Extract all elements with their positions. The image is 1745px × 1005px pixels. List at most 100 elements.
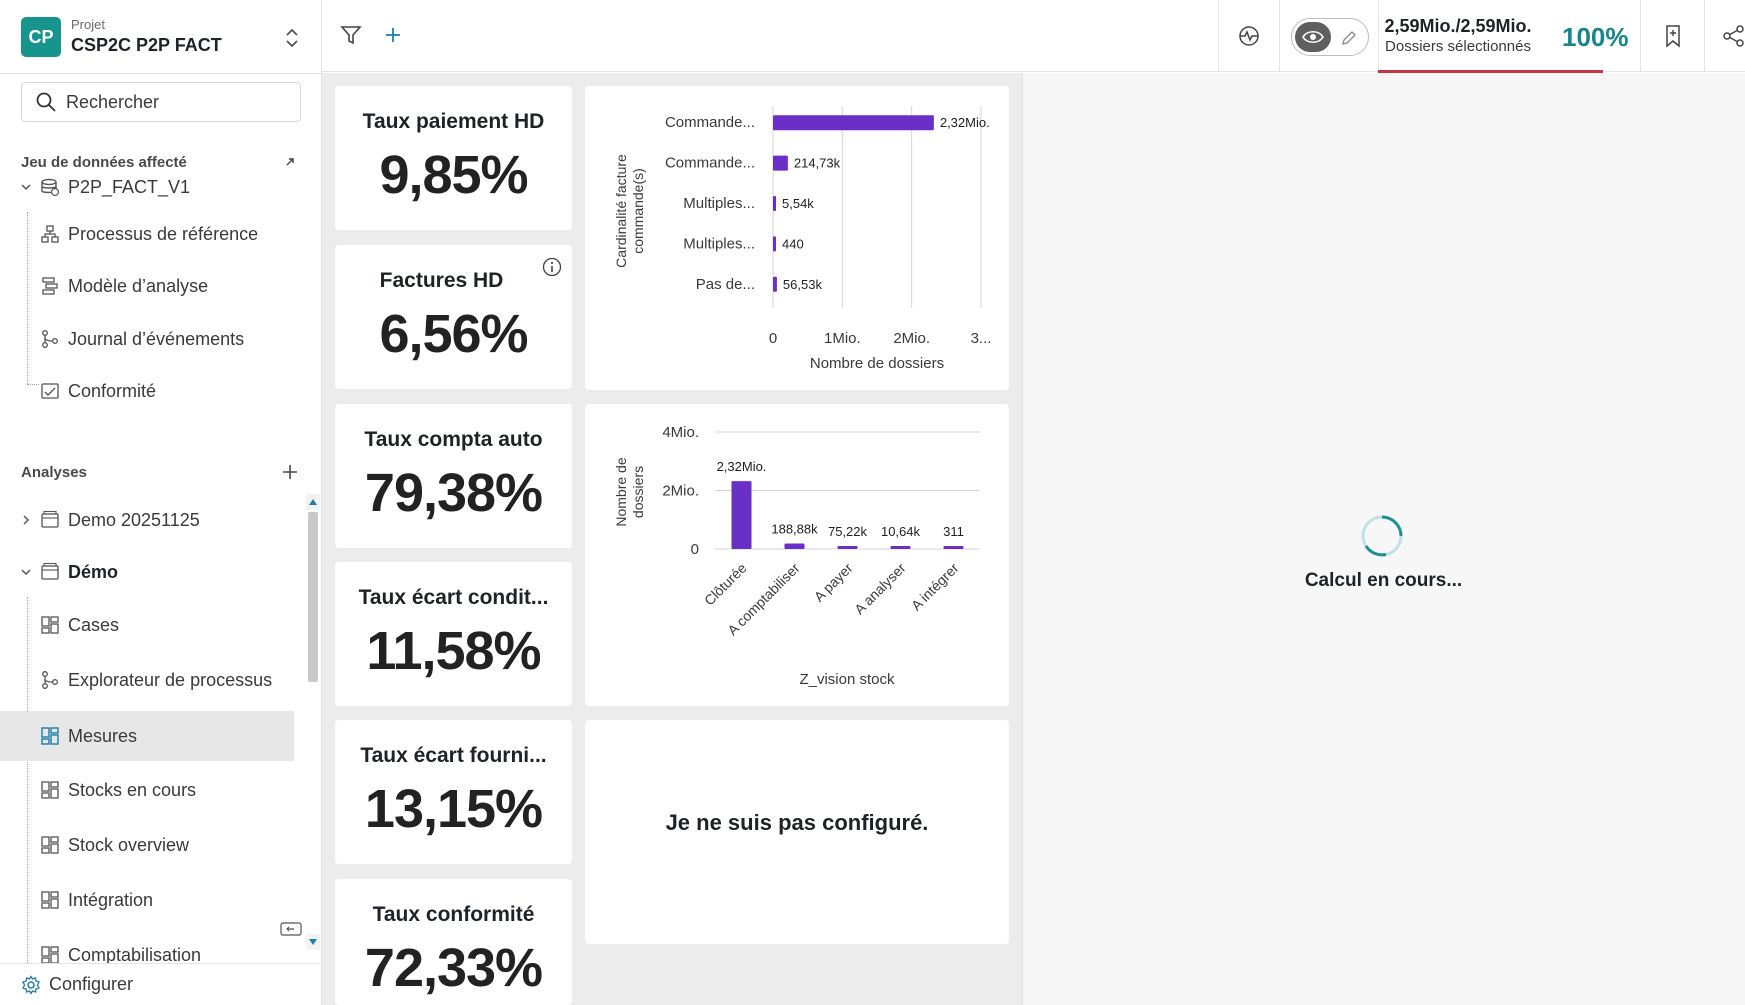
search-icon xyxy=(36,92,56,112)
event-log-icon xyxy=(42,330,58,348)
kpi-card[interactable]: Taux paiement HD 9,85% xyxy=(335,86,572,230)
kpi-card[interactable]: Factures HD 6,56% xyxy=(335,245,572,389)
pencil-icon xyxy=(1342,31,1356,45)
scroll-up-button[interactable] xyxy=(306,494,320,510)
chart-card-cardinality[interactable]: 0 1Mio. 2Mio. 3... Commande... 2,32Mio. Comman… xyxy=(585,86,1009,390)
project-name: CSP2C P2P FACT xyxy=(71,35,222,55)
data-label: 311 xyxy=(943,524,964,539)
share-icon[interactable] xyxy=(1722,24,1745,48)
dashboard-icon xyxy=(41,836,59,854)
y-tick-label: Pas de... xyxy=(696,276,755,293)
search-placeholder: Rechercher xyxy=(66,91,160,112)
chevron-down-icon[interactable] xyxy=(20,566,32,578)
sidebar-item-analysis-model[interactable]: Modèle d’analyse xyxy=(0,261,294,311)
eye-icon xyxy=(1302,30,1324,44)
chevron-down-icon[interactable] xyxy=(20,181,32,193)
data-label: 2,32Mio. xyxy=(717,459,767,474)
data-label: 10,64k xyxy=(881,524,921,539)
sidebar-item-integration[interactable]: Intégration xyxy=(0,875,294,925)
bar xyxy=(784,543,805,549)
sidebar-item-demo[interactable]: Démo xyxy=(0,547,294,597)
kpi-card[interactable]: Taux écart fourni... 13,15% xyxy=(335,720,572,864)
edit-mode-button[interactable] xyxy=(1336,25,1362,51)
configure-label: Configurer xyxy=(49,974,134,994)
sidebar-item-event-log[interactable]: Journal d’événements xyxy=(0,314,294,364)
sidebar-item-stocks-en-cours[interactable]: Stocks en cours xyxy=(0,765,294,815)
dashboard-icon xyxy=(41,727,59,745)
selection-label: Dossiers sélectionnés xyxy=(1385,38,1531,55)
sidebar-item-label: Modèle d’analyse xyxy=(68,275,209,296)
bar xyxy=(773,276,777,292)
x-axis-label: Z_vision stock xyxy=(799,671,895,688)
sidebar-item-cases[interactable]: Cases xyxy=(0,600,294,650)
kpi-value: 79,38% xyxy=(364,463,543,523)
open-external-icon[interactable] xyxy=(284,156,296,168)
sidebar-item-label: Stock overview xyxy=(68,834,190,855)
sidebar-item-demo-20251125[interactable]: Demo 20251125 xyxy=(0,495,294,545)
info-icon[interactable] xyxy=(542,257,562,277)
project-label: Projet xyxy=(71,17,105,32)
dataset-name: P2P_FACT_V1 xyxy=(68,176,191,197)
process-icon xyxy=(41,225,59,243)
conformity-icon xyxy=(41,383,59,399)
add-filter-icon[interactable] xyxy=(382,24,404,46)
kpi-title: Taux paiement HD xyxy=(362,110,545,133)
project-selector[interactable]: CP Projet CSP2C P2P FACT xyxy=(0,0,322,74)
activity-icon[interactable] xyxy=(1237,24,1261,48)
kpi-title: Taux écart condit... xyxy=(358,586,549,609)
chevron-right-icon[interactable] xyxy=(20,514,32,526)
sidebar-item-reference-process[interactable]: Processus de référence xyxy=(0,209,294,259)
sidebar-item-label: Journal d’événements xyxy=(68,328,245,349)
x-axis-label: Nombre de dossiers xyxy=(810,355,944,372)
dataset-item[interactable]: P2P_FACT_V1 xyxy=(0,162,294,212)
chart-card-stock[interactable]: 0 2Mio. 4Mio. 2,32Mio. Clôturée 188,88k A comp… xyxy=(585,404,1009,706)
configure-button[interactable]: Configurer xyxy=(0,963,322,1005)
view-edit-toggle[interactable] xyxy=(1291,18,1369,56)
triangle-up-icon xyxy=(309,499,317,505)
add-analysis-icon[interactable] xyxy=(282,464,298,480)
kpi-card[interactable]: Taux écart condit... 11,58% xyxy=(335,562,572,706)
sidebar-item-stock-overview[interactable]: Stock overview xyxy=(0,820,294,870)
sidebar-item-label: Processus de référence xyxy=(68,223,259,244)
sidebar-item-label: Démo xyxy=(68,561,119,582)
dashboard-icon xyxy=(41,946,59,964)
x-tick-label: A payer xyxy=(811,560,856,605)
triangle-down-icon xyxy=(309,939,317,945)
sidebar-scrollbar-thumb[interactable] xyxy=(308,512,318,682)
y-tick-label: Multiples... xyxy=(683,235,755,252)
dashboard-icon xyxy=(41,891,59,909)
filter-icon[interactable] xyxy=(340,24,362,46)
kpi-title: Taux compta auto xyxy=(364,428,543,451)
kpi-title: Taux conformité xyxy=(372,903,535,926)
scroll-down-button[interactable] xyxy=(306,934,320,950)
unconfigured-card[interactable]: Je ne suis pas configuré. xyxy=(585,720,1009,944)
sidebar-item-process-explorer[interactable]: Explorateur de processus xyxy=(0,655,294,705)
model-icon xyxy=(42,277,58,295)
view-mode-button[interactable] xyxy=(1295,22,1331,52)
sidebar-item-mesures[interactable]: Mesures xyxy=(0,711,294,761)
kpi-card[interactable]: Taux conformité 72,33% xyxy=(335,879,572,1005)
bar xyxy=(773,236,776,252)
sidebar-item-comptabilisation[interactable]: Comptabilisation xyxy=(0,930,294,964)
data-label: 214,73k xyxy=(794,156,841,171)
selection-progress-bar xyxy=(1378,70,1603,73)
expand-collapse-icon[interactable] xyxy=(282,26,302,50)
sidebar-item-label: Comptabilisation xyxy=(68,944,202,965)
kpi-card[interactable]: Taux compta auto 79,38% xyxy=(335,404,572,548)
data-label: 75,22k xyxy=(828,524,868,539)
gear-icon xyxy=(22,974,40,995)
collapse-sidebar-icon[interactable] xyxy=(280,922,302,936)
bar xyxy=(837,546,858,549)
sidebar-item-conformity[interactable]: Conformité xyxy=(0,366,294,416)
dashboard-icon xyxy=(41,781,59,799)
y-axis-label: commande(s) xyxy=(630,168,646,254)
loading-panel xyxy=(1022,73,1745,1005)
bookmark-icon[interactable] xyxy=(1662,24,1684,48)
navigation-tree: Jeu de données affecté P2P_FACT_V1 Proce… xyxy=(0,134,322,964)
bar xyxy=(731,481,752,549)
search-input[interactable]: Rechercher xyxy=(21,82,301,122)
selection-percentage: 100% xyxy=(1562,22,1629,52)
x-tick-label: 0 xyxy=(769,330,777,347)
sidebar-item-label: Intégration xyxy=(68,889,154,910)
